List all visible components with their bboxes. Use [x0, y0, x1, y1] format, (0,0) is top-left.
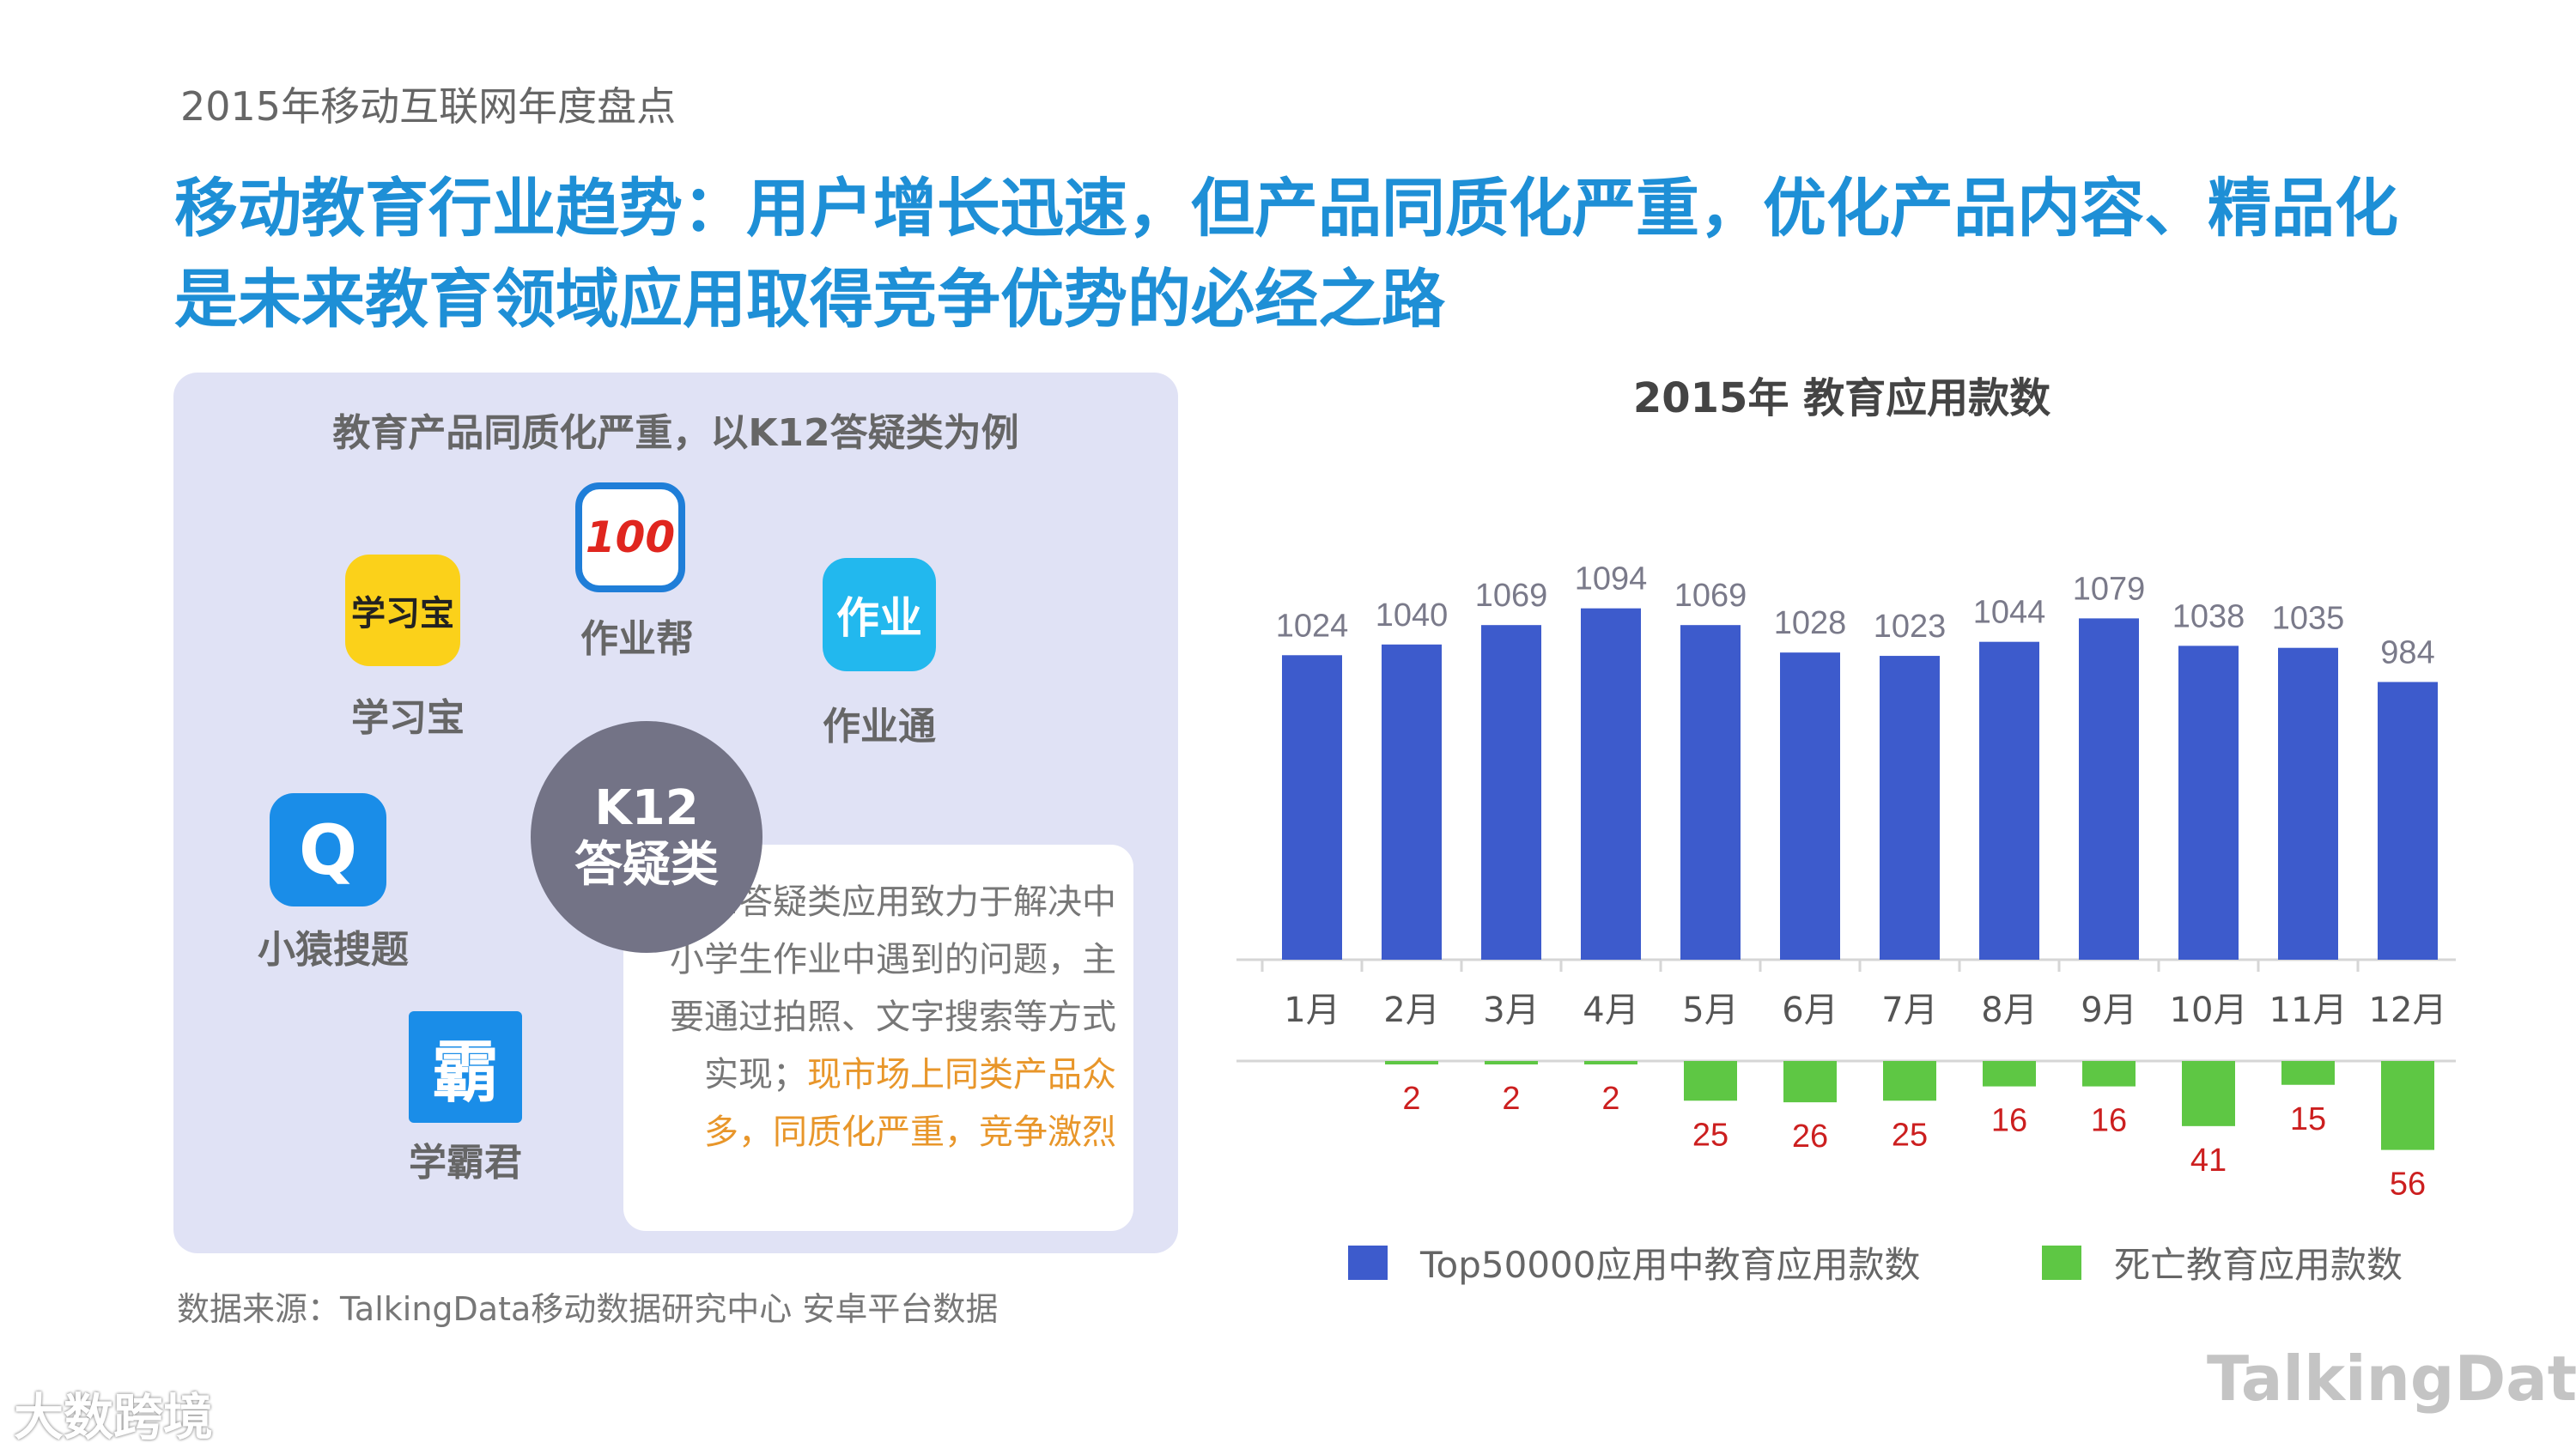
bar-top-label-6: 1028: [1774, 605, 1847, 641]
bar-top-label-12: 984: [2380, 634, 2434, 670]
bar-top-7: [1880, 656, 1940, 960]
bar-top-5: [1680, 625, 1741, 960]
bar-dead-label-3: 2: [1502, 1081, 1520, 1117]
k12-circle-line-1: K12: [594, 780, 699, 836]
xiaoyuan-label: 小猿搜题: [258, 928, 409, 972]
zuoyetong-app-icon: 作业: [823, 558, 936, 671]
bar-top-1: [1282, 655, 1342, 960]
k12-circle: K12 答疑类: [531, 721, 762, 953]
chart-legend: Top50000应用中教育应用款数 死亡教育应用款数: [1340, 1236, 2456, 1288]
bar-top-label-3: 1069: [1475, 578, 1548, 614]
xuexibao-label: 学习宝: [351, 696, 465, 740]
bar-top-6: [1780, 652, 1840, 960]
bar-dead-label-4: 2: [1601, 1081, 1619, 1117]
bar-top-3: [1481, 625, 1541, 960]
bar-top-label-5: 1069: [1674, 578, 1747, 614]
legend-label-top50000: Top50000应用中教育应用款数: [1420, 1244, 1921, 1286]
bar-top-label-9: 1079: [2073, 571, 2146, 607]
bar-dead-2: [1385, 1061, 1438, 1064]
bar-dead-7: [1883, 1061, 1936, 1101]
description-highlight: 现市场上同类产品众多，同质化严重，竞争激烈: [704, 1055, 1116, 1152]
bar-top-label-4: 1094: [1575, 561, 1648, 597]
x-tick-label-8: 8月: [1981, 991, 2037, 1030]
bar-top-label-11: 1035: [2272, 601, 2345, 637]
bar-dead-12: [2381, 1061, 2434, 1150]
zuoyebang-label: 作业帮: [580, 617, 694, 661]
x-tick-label-9: 9月: [2081, 991, 2136, 1030]
bar-dead-label-12: 56: [2390, 1167, 2426, 1203]
header-subtitle: 2015年移动互联网年度盘点: [180, 83, 677, 130]
xuebajun-label: 学霸君: [409, 1141, 522, 1185]
panel-title: 教育产品同质化严重，以K12答疑类为例: [332, 411, 1019, 455]
bar-top-label-1: 1024: [1276, 608, 1349, 644]
x-tick-label-12: 12月: [2369, 991, 2447, 1030]
bar-top-2: [1382, 644, 1442, 960]
bar-dead-label-8: 16: [1991, 1103, 2027, 1139]
x-tick-label-1: 1月: [1284, 991, 1340, 1030]
k12-circle-line-2: 答疑类: [574, 837, 719, 893]
watermark-left: 大数跨境: [14, 1388, 214, 1446]
legend-swatch-dead: [2042, 1245, 2081, 1280]
bar-top-12: [2378, 682, 2438, 960]
x-tick-label-10: 10月: [2170, 991, 2248, 1030]
x-tick-label-5: 5月: [1682, 991, 1738, 1030]
xiaoyuan-app-icon: Q: [270, 793, 386, 906]
bar-top-label-7: 1023: [1874, 609, 1947, 645]
legend-item-dead: 死亡教育应用款数: [2042, 1236, 2403, 1288]
bar-dead-label-9: 16: [2091, 1103, 2127, 1139]
chart-title: 2015年 教育应用款数: [1632, 374, 2051, 422]
description-text: K12答疑类应用致力于解决中小学生作业中遇到的问题，主要通过拍照、文字搜索等方式…: [646, 874, 1116, 1161]
bar-top-9: [2079, 618, 2139, 960]
bar-dead-5: [1684, 1061, 1737, 1101]
bar-dead-4: [1584, 1061, 1637, 1064]
bar-dead-label-6: 26: [1792, 1119, 1828, 1155]
page-title: 移动教育行业趋势：用户增长迅速，但产品同质化严重，优化产品内容、精品化 是未来教…: [174, 163, 2493, 345]
title-line-2: 是未来教育领域应用取得竞争优势的必经之路: [174, 263, 1445, 336]
bar-dead-label-5: 25: [1692, 1117, 1728, 1153]
bar-dead-10: [2182, 1061, 2235, 1126]
bar-top-8: [1979, 641, 2039, 960]
bar-dead-label-11: 15: [2290, 1101, 2326, 1137]
x-tick-label-7: 7月: [1881, 991, 1937, 1030]
bar-dead-6: [1783, 1061, 1837, 1103]
zuoyebang-app-icon: 100: [575, 482, 685, 592]
bar-dead-11: [2281, 1061, 2335, 1085]
bar-dead-8: [1983, 1061, 2036, 1087]
bar-top-4: [1581, 608, 1641, 960]
x-tick-label-2: 2月: [1383, 991, 1439, 1030]
x-tick-label-3: 3月: [1483, 991, 1539, 1030]
watermark-talkingdata: TalkingData: [2207, 1343, 2576, 1415]
bar-top-11: [2278, 647, 2338, 960]
legend-item-top50000: Top50000应用中教育应用款数: [1348, 1236, 1920, 1288]
x-tick-label-11: 11月: [2269, 991, 2348, 1030]
xuebajun-app-icon: 霸: [409, 1011, 522, 1123]
description-plain: K12答疑类应用致力于解决中小学生作业中遇到的问题，主要通过拍照、文字搜索等方式…: [670, 882, 1116, 1094]
x-tick-label-4: 4月: [1583, 991, 1638, 1030]
bar-top-10: [2178, 646, 2239, 960]
bar-top-label-8: 1044: [1973, 595, 2046, 631]
legend-label-dead: 死亡教育应用款数: [2114, 1244, 2403, 1286]
title-line-1: 移动教育行业趋势：用户增长迅速，但产品同质化严重，优化产品内容、精品化: [174, 172, 2398, 246]
bar-dead-9: [2082, 1061, 2136, 1087]
zuoyetong-label: 作业通: [823, 705, 936, 749]
bar-chart: 1024 1月 1040 2月 2 1069 3月 2 1094 4月 2 1069 5月 25 1028 6…: [1236, 561, 2456, 1203]
x-tick-label-6: 6月: [1782, 991, 1838, 1030]
bar-dead-3: [1485, 1061, 1538, 1064]
bar-top-label-2: 1040: [1376, 597, 1449, 634]
legend-swatch-top50000: [1348, 1245, 1388, 1280]
data-source: 数据来源：TalkingData移动数据研究中心 安卓平台数据: [177, 1290, 999, 1328]
bar-dead-label-7: 25: [1892, 1117, 1928, 1153]
xuexibao-app-icon: 学习宝: [345, 555, 460, 666]
bar-top-label-10: 1038: [2172, 598, 2245, 634]
bar-dead-label-10: 41: [2190, 1143, 2227, 1179]
bar-dead-label-2: 2: [1402, 1081, 1420, 1117]
